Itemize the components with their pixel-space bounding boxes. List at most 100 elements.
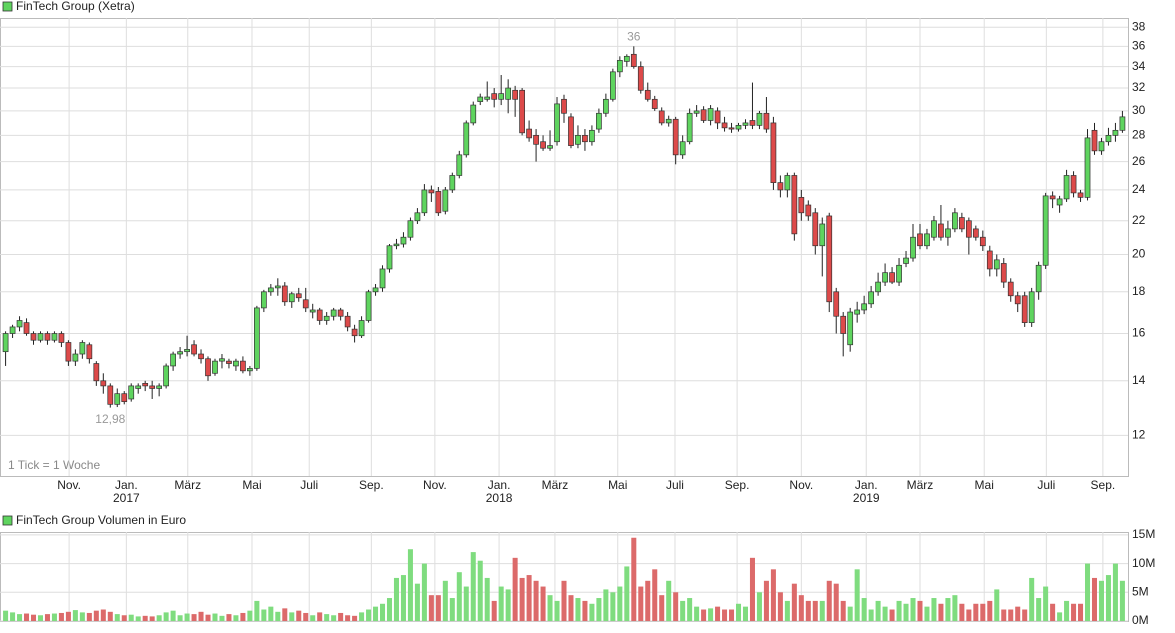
candle-body <box>1119 116 1126 131</box>
candle-body <box>805 204 812 217</box>
volume-bar <box>86 612 92 621</box>
volume-bar <box>380 603 386 621</box>
volume-bar <box>840 600 846 621</box>
candle-body <box>254 307 260 369</box>
note: 1 Tick = 1 Woche <box>8 458 100 472</box>
volume-tick-label: 5M <box>1132 584 1149 598</box>
annotation: 36 <box>627 30 641 44</box>
candle-body <box>135 385 142 389</box>
volume-bar <box>247 610 253 621</box>
candle-body <box>344 315 351 328</box>
volume-bar <box>819 600 825 621</box>
candle-body <box>763 112 770 130</box>
volume-title: FinTech Group Volumen in Euro <box>16 513 186 527</box>
candle-body <box>9 326 16 334</box>
candle-body <box>547 145 553 149</box>
candle-body <box>903 257 909 264</box>
volume-bar <box>959 603 965 621</box>
volume-bar <box>30 614 37 621</box>
volume-bar <box>240 612 246 621</box>
volume-bar <box>51 613 57 621</box>
volume-bar <box>582 600 588 621</box>
volume-bar <box>3 610 9 621</box>
volume-bar <box>226 614 232 621</box>
volume-bar <box>254 600 260 621</box>
volume-bar <box>442 580 448 621</box>
volume-bar <box>24 613 30 621</box>
legend-swatch <box>2 1 13 12</box>
y-tick-label: 34 <box>1132 59 1146 73</box>
volume-bar <box>324 614 330 621</box>
candle-body <box>1042 195 1049 266</box>
candle-body <box>121 393 128 402</box>
candle-body <box>323 315 330 321</box>
candle-body <box>184 349 190 353</box>
candle-body <box>582 134 588 143</box>
candle-body <box>51 333 58 341</box>
volume-bar <box>631 537 637 621</box>
volume-bar <box>680 600 686 621</box>
candle-body <box>672 118 679 156</box>
candle-body <box>1070 175 1077 194</box>
candle-body <box>714 110 721 124</box>
candle-body <box>393 243 400 247</box>
x-tick-label: Jan. <box>488 478 511 492</box>
candle-body <box>742 122 749 126</box>
volume-bar <box>1029 577 1035 621</box>
candle-body <box>1112 129 1119 136</box>
candle-body <box>177 351 183 355</box>
candle-body <box>875 281 881 293</box>
volume-bar <box>463 586 469 621</box>
candle-body <box>37 333 44 341</box>
volume-bar <box>212 613 218 621</box>
volume-bar <box>121 615 127 621</box>
candle-body <box>651 98 658 109</box>
candle-body <box>917 233 923 247</box>
candle-body <box>44 333 51 341</box>
candle-body <box>533 134 539 145</box>
candle-body <box>421 189 428 214</box>
y-tick-label: 36 <box>1132 39 1146 53</box>
candle-body <box>868 291 874 305</box>
volume-bar <box>1050 603 1056 621</box>
volume-bar <box>156 615 162 621</box>
x-tick-label: Sep. <box>359 478 384 492</box>
volume-bar <box>924 606 930 621</box>
volume-bar <box>303 612 309 621</box>
volume-bar <box>966 609 972 621</box>
volume-bar <box>917 600 923 621</box>
volume-bar <box>938 603 944 621</box>
candle-body <box>330 309 337 317</box>
volume-bar <box>470 552 476 621</box>
candle-body <box>400 236 407 245</box>
volume-bar <box>715 606 721 621</box>
candle-body <box>519 89 525 134</box>
volume-bar <box>100 609 106 621</box>
candle-body <box>16 320 23 328</box>
candle-body <box>931 220 937 238</box>
candle-body <box>1105 134 1112 143</box>
candle-body <box>93 363 100 382</box>
volume-bar <box>617 586 623 621</box>
candle-body <box>30 333 37 341</box>
volume-bar <box>191 614 197 621</box>
candle-body <box>2 333 9 353</box>
candle-body <box>959 217 965 230</box>
candle-body <box>589 129 595 143</box>
candle-body <box>1021 295 1028 323</box>
candle-body <box>952 212 958 230</box>
x-tick-label: Mai <box>975 478 994 492</box>
candle-body <box>896 264 902 283</box>
volume-bar <box>980 603 986 621</box>
candle-body <box>295 293 302 299</box>
volume-bar <box>645 580 651 621</box>
candle-body <box>379 268 386 289</box>
candle-body <box>267 287 274 293</box>
candle-body <box>491 93 498 100</box>
volume-bar <box>889 609 895 621</box>
volume-bar <box>519 577 525 621</box>
candle-body <box>735 125 742 130</box>
candle-body <box>972 228 979 238</box>
volume-bar <box>17 614 23 621</box>
candle-body <box>463 122 470 156</box>
